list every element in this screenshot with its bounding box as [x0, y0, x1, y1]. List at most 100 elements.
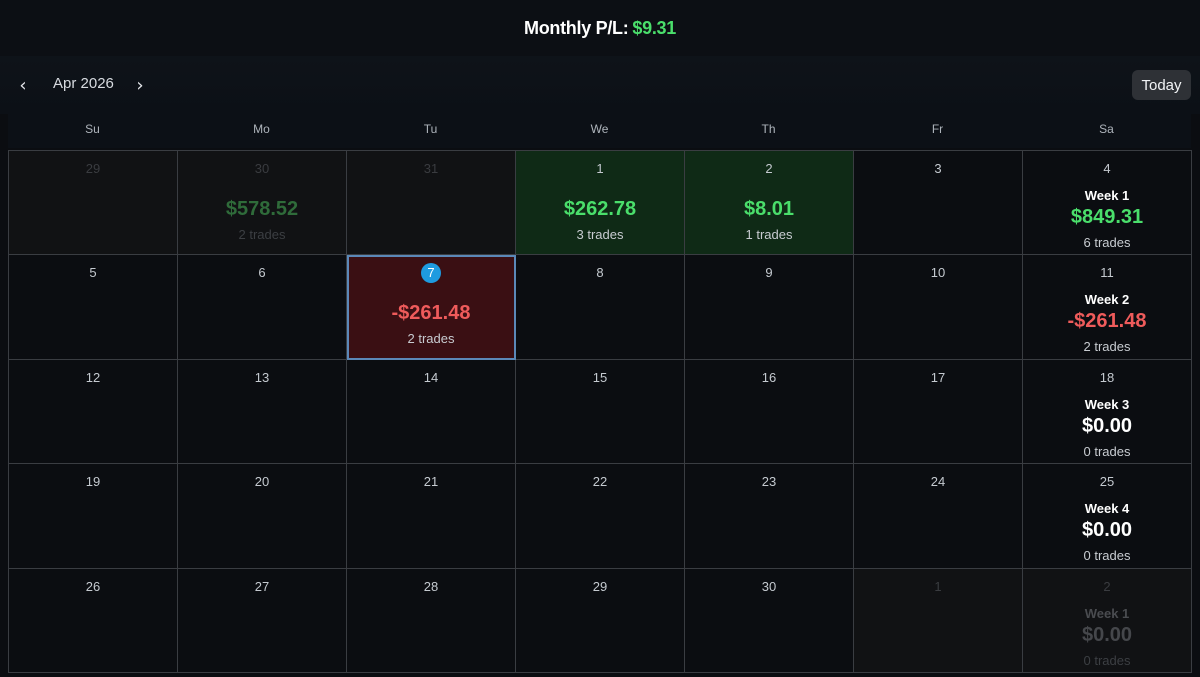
day-cell[interactable]: 13 — [178, 359, 347, 465]
day-cell[interactable]: 23 — [685, 464, 854, 569]
day-number: 9 — [765, 265, 773, 281]
day-cell[interactable]: 19 — [9, 464, 178, 569]
day-number: 27 — [254, 578, 270, 594]
day-number: 29 — [592, 578, 608, 594]
day-number: 23 — [761, 474, 777, 490]
monthly-pl-label: Monthly P/L: — [524, 17, 629, 38]
week-pl: $0.00 — [1081, 414, 1133, 437]
day-number: 13 — [254, 369, 270, 385]
day-cell[interactable]: 10 — [854, 255, 1023, 360]
day-number: 10 — [930, 265, 946, 281]
day-number: 14 — [423, 369, 439, 385]
day-cell[interactable]: 29 — [9, 151, 178, 256]
day-number: 31 — [423, 161, 439, 176]
week-trade-count: 6 trades — [1083, 235, 1131, 250]
day-pl: $578.52 — [225, 198, 299, 220]
week-label: Week 4 — [1084, 501, 1130, 517]
chevron-right-icon[interactable]: › — [136, 75, 144, 96]
day-number: 28 — [423, 578, 439, 594]
day-number: 1 — [934, 578, 942, 594]
day-cell[interactable]: 29 — [516, 568, 685, 673]
day-pl: -$261.48 — [391, 302, 471, 325]
day-cell[interactable]: 1 — [854, 568, 1023, 673]
week-trade-count: 0 trades — [1083, 443, 1131, 459]
day-number: 5 — [89, 265, 97, 281]
week-label: Week 1 — [1084, 605, 1130, 621]
day-number: 16 — [761, 369, 777, 385]
day-cell[interactable]: 31 — [347, 151, 516, 256]
day-number: 26 — [85, 578, 101, 594]
day-cell[interactable]: 3 — [854, 151, 1023, 256]
weekday-header: Su Mo Tu We Th Fr Sa — [8, 114, 1191, 148]
day-number: 1 — [596, 161, 604, 176]
chevron-left-icon[interactable]: ‹ — [19, 75, 27, 96]
weekday-label: We — [590, 122, 609, 136]
monthly-pl-value: $9.31 — [632, 17, 676, 38]
monthly-pl: Monthly P/L: $9.31 — [524, 18, 676, 39]
day-number: 19 — [85, 474, 101, 490]
day-cell[interactable]: 24 — [854, 464, 1023, 569]
week-label: Week 2 — [1084, 292, 1130, 308]
week-trade-count: 0 trades — [1083, 548, 1131, 564]
month-label: Apr 2026 — [53, 75, 114, 92]
week-trade-count: 0 trades — [1083, 652, 1131, 668]
today-marker: 7 — [421, 263, 441, 284]
day-number: 30 — [254, 161, 270, 176]
day-number: 2 — [1103, 578, 1111, 594]
day-cell[interactable]: 15 — [516, 359, 685, 465]
day-cell[interactable]: 9 — [685, 255, 854, 360]
day-cell[interactable]: 8 — [516, 255, 685, 360]
day-number: 3 — [934, 161, 942, 176]
monthly-pl-header: Monthly P/L: $9.31 — [0, 0, 1200, 56]
day-cell[interactable]: 30 $578.52 2 trades — [178, 151, 347, 256]
day-cell[interactable]: 16 — [685, 359, 854, 465]
day-cell[interactable]: 7 -$261.48 2 trades — [347, 255, 516, 360]
day-cell[interactable]: 14 — [347, 359, 516, 465]
day-cell[interactable]: 17 — [854, 359, 1023, 465]
week-pl: $0.00 — [1081, 519, 1133, 542]
day-number: 18 — [1099, 369, 1115, 385]
day-number: 29 — [85, 161, 101, 176]
day-trade-count: 1 trades — [745, 227, 793, 242]
day-cell[interactable]: 20 — [178, 464, 347, 569]
today-button[interactable]: Today — [1132, 70, 1191, 100]
day-number: 12 — [85, 369, 101, 385]
day-number: 25 — [1099, 474, 1115, 490]
week-summary-cell[interactable]: 18 Week 3 $0.00 0 trades — [1023, 359, 1192, 465]
day-trade-count: 2 trades — [407, 331, 455, 347]
weekday-label: Tu — [423, 122, 438, 136]
day-cell[interactable]: 21 — [347, 464, 516, 569]
week-pl: -$261.48 — [1067, 310, 1147, 333]
week-pl: $849.31 — [1070, 206, 1144, 228]
day-number: 20 — [254, 474, 270, 490]
week-summary-cell[interactable]: 4 Week 1 $849.31 6 trades — [1023, 151, 1192, 256]
day-cell[interactable]: 28 — [347, 568, 516, 673]
day-number: 24 — [930, 474, 946, 490]
day-number: 21 — [423, 474, 439, 490]
day-number: 17 — [930, 369, 946, 385]
day-cell[interactable]: 30 — [685, 568, 854, 673]
day-number: 30 — [761, 578, 777, 594]
day-number: 2 — [765, 161, 773, 176]
week-summary-cell[interactable]: 2 Week 1 $0.00 0 trades — [1023, 568, 1192, 673]
calendar-grid: 29 30 $578.52 2 trades 31 1 $262.78 3 trades 2 $8… — [8, 150, 1192, 673]
week-pl: $0.00 — [1081, 623, 1133, 646]
day-cell[interactable]: 27 — [178, 568, 347, 673]
day-number: 6 — [258, 265, 266, 281]
day-cell[interactable]: 2 $8.01 1 trades — [685, 151, 854, 256]
day-cell[interactable]: 1 $262.78 3 trades — [516, 151, 685, 256]
day-pl: $262.78 — [563, 198, 637, 220]
day-cell[interactable]: 5 — [9, 255, 178, 360]
week-label: Week 3 — [1084, 396, 1130, 412]
weekday-label: Th — [761, 122, 776, 136]
day-trade-count: 2 trades — [238, 227, 286, 242]
day-cell[interactable]: 6 — [178, 255, 347, 360]
day-cell[interactable]: 26 — [9, 568, 178, 673]
week-summary-cell[interactable]: 25 Week 4 $0.00 0 trades — [1023, 464, 1192, 569]
weekday-label: Fr — [931, 122, 944, 136]
day-number: 4 — [1103, 161, 1111, 176]
week-summary-cell[interactable]: 11 Week 2 -$261.48 2 trades — [1023, 255, 1192, 360]
day-cell[interactable]: 22 — [516, 464, 685, 569]
weekday-label: Su — [85, 122, 100, 136]
day-cell[interactable]: 12 — [9, 359, 178, 465]
